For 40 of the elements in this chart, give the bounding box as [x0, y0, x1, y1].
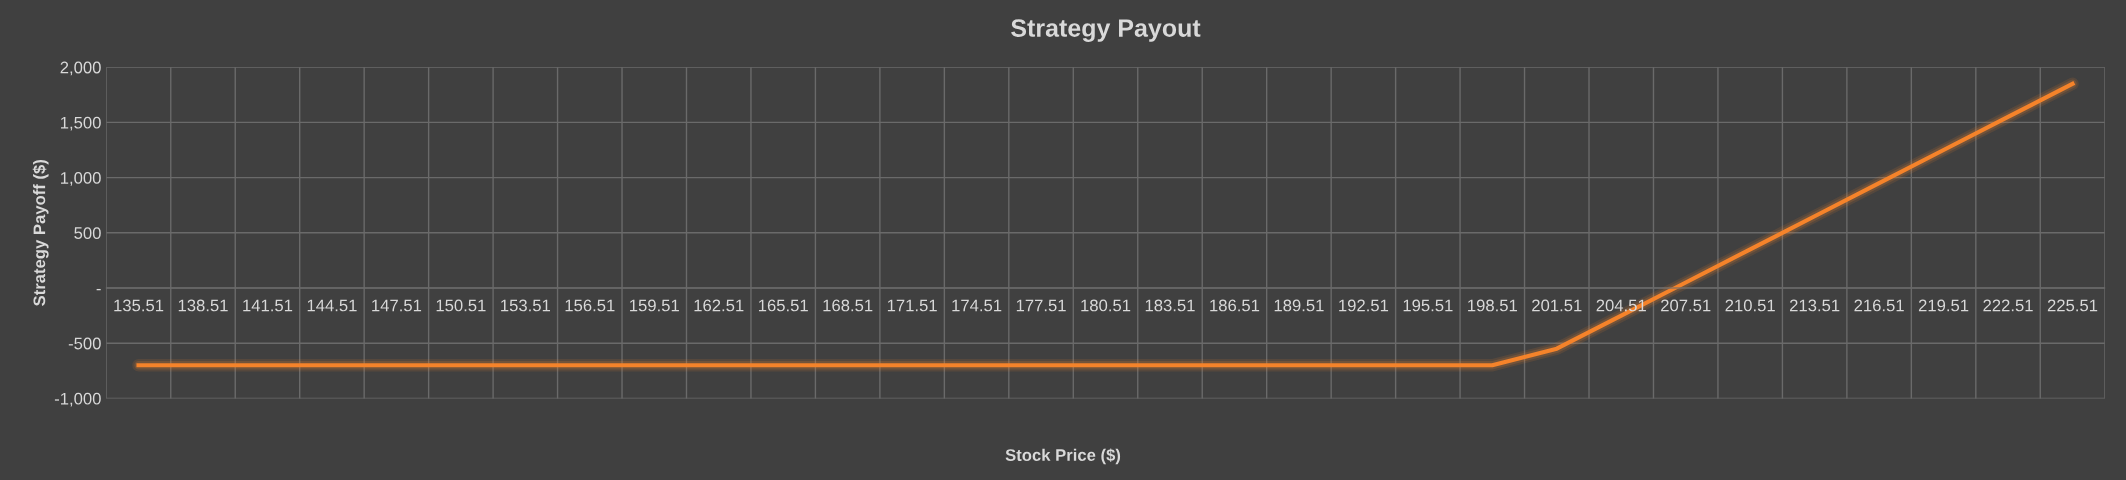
- y-tick-label: 2,000: [60, 61, 101, 76]
- y-tick-label: -: [96, 288, 101, 291]
- x-tick-label: 156.51: [565, 299, 615, 312]
- x-tick-label: 210.51: [1725, 299, 1775, 312]
- x-tick-label: 192.51: [1339, 299, 1389, 312]
- y-tick-label: 1,500: [61, 116, 101, 131]
- x-tick-label: 177.51: [1016, 299, 1066, 312]
- x-axis-title: Stock Price ($): [1005, 448, 1121, 465]
- x-tick-label: 219.51: [1918, 299, 1969, 312]
- y-axis-title: Strategy Payoff ($): [32, 159, 49, 306]
- x-tick-label: 207.51: [1661, 299, 1711, 312]
- x-tick-label: 216.51: [1854, 299, 1904, 312]
- x-tick-label: 141.51: [243, 299, 293, 312]
- y-tick-label: -1,000: [54, 392, 101, 407]
- y-tick-label: -500: [68, 337, 101, 350]
- x-tick-label: 174.51: [952, 299, 1002, 312]
- x-tick-label: 162.51: [694, 299, 744, 312]
- x-tick-label: 165.51: [758, 299, 808, 312]
- x-tick-label: 144.51: [307, 299, 357, 312]
- x-tick-label: 195.51: [1403, 299, 1453, 312]
- y-tick-label: 500: [74, 227, 101, 239]
- y-tick-label: 1,000: [61, 172, 101, 186]
- x-tick-label: 189.51: [1274, 299, 1324, 312]
- x-tick-label: 180.51: [1081, 299, 1131, 312]
- chart-title: Strategy Payout: [1011, 19, 1201, 42]
- x-tick-label: 147.51: [372, 299, 422, 312]
- x-tick-label: 198.51: [1468, 299, 1517, 312]
- x-tick-label: 168.51: [823, 299, 873, 312]
- x-tick-label: 159.51: [630, 299, 679, 312]
- x-tick-label: 150.51: [436, 299, 486, 312]
- x-tick-label: 213.51: [1790, 299, 1840, 312]
- x-tick-label: 186.51: [1210, 299, 1260, 312]
- x-tick-label: 138.51: [178, 299, 228, 312]
- x-tick-label: 222.51: [1983, 299, 2033, 312]
- x-tick-label: 183.51: [1145, 299, 1195, 312]
- x-tick-label: 225.51: [2047, 299, 2098, 312]
- x-tick-label: 201.51: [1532, 299, 1582, 312]
- x-tick-label: 135.51: [114, 299, 164, 312]
- x-tick-label: 171.51: [887, 299, 937, 312]
- x-tick-label: 153.51: [501, 299, 551, 312]
